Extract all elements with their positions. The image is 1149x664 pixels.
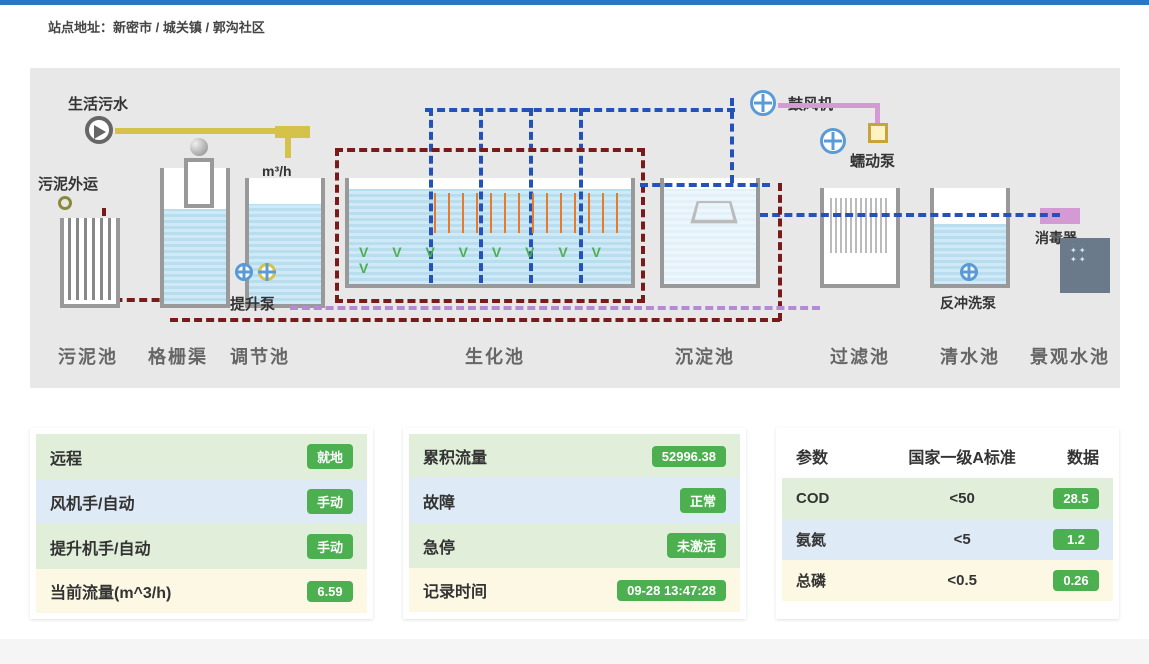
quality-header: 参数 国家一级A标准 数据: [782, 434, 1113, 478]
backwash-label: 反冲洗泵: [940, 293, 996, 313]
lift-pump-label: 提升泵: [230, 293, 275, 314]
row-value: 手动: [307, 489, 353, 514]
label-tank-0: 污泥池: [58, 343, 118, 369]
fan-top-1: [750, 90, 776, 116]
label-tank-5: 过滤池: [830, 343, 890, 369]
row-estop: 急停 未激活: [409, 523, 740, 568]
sewage-inlet-label: 生活污水: [68, 93, 128, 114]
row-label: 故障: [423, 489, 455, 513]
row-label: 风机手/自动: [50, 490, 134, 514]
param: 氨氮: [796, 529, 894, 550]
std: <5: [894, 531, 1031, 548]
peristaltic-pump-icon: [868, 123, 888, 143]
row-cod: COD <50 28.5: [782, 478, 1113, 519]
row-record-time: 记录时间 09-28 13:47:28: [409, 568, 740, 612]
row-value: 就地: [307, 444, 353, 469]
label-tank-1: 格栅渠: [148, 343, 208, 369]
sludge-valve-icon: [55, 193, 75, 213]
h-std: 国家一级A标准: [894, 444, 1031, 468]
label-tank-3: 生化池: [465, 343, 525, 369]
status-panel-2: 累积流量 52996.38 故障 正常 急停 未激活 记录时间 09-28 13…: [403, 428, 746, 619]
tank-screen: [160, 168, 230, 308]
backwash-pump-icon: [960, 263, 978, 281]
tank-sediment: [660, 178, 760, 288]
row-tp: 总磷 <0.5 0.26: [782, 560, 1113, 601]
h-data: 数据: [1031, 444, 1099, 468]
tank-regulation: [245, 178, 325, 308]
val: 28.5: [1053, 488, 1099, 509]
tank-bio: V V V V V V V V V: [345, 178, 635, 288]
row-value: 正常: [680, 488, 726, 513]
row-lift-mode: 提升机手/自动 手动: [36, 524, 367, 569]
label-tank-2: 调节池: [230, 343, 290, 369]
row-label: 急停: [423, 534, 455, 558]
row-value: 手动: [307, 534, 353, 559]
tank-landscape: ✦ ✦✦ ✦: [1060, 238, 1110, 293]
inlet-pump-icon: [85, 116, 113, 144]
val: 1.2: [1053, 529, 1099, 550]
std: <50: [894, 490, 1031, 507]
process-diagram: 生活污水 污泥外运: [30, 68, 1120, 388]
row-label: 当前流量(m^3/h): [50, 579, 171, 603]
fan-small-1: [235, 263, 253, 281]
peristaltic-label: 蠕动泵: [850, 150, 895, 171]
breadcrumb-prefix: 站点地址：: [48, 20, 113, 35]
row-value: 未激活: [667, 533, 726, 558]
breadcrumb-p1: 新密市: [113, 20, 152, 35]
row-label: 记录时间: [423, 578, 487, 602]
tank-filter: [820, 188, 900, 288]
tank-sludge: [60, 218, 120, 308]
site-breadcrumb: 站点地址：新密市 / 城关镇 / 郭沟社区: [0, 5, 1149, 48]
label-tank-4: 沉淀池: [675, 343, 735, 369]
label-tank-7: 景观水池: [1030, 343, 1110, 369]
m3h-label: m³/h: [262, 163, 292, 179]
row-value: 09-28 13:47:28: [617, 580, 726, 601]
row-label: 远程: [50, 445, 82, 469]
fan-small-2: [258, 263, 276, 281]
row-total-flow: 累积流量 52996.38: [409, 434, 740, 478]
float-ball-icon: [190, 138, 208, 156]
row-value: 6.59: [307, 581, 353, 602]
status-panel-1: 远程 就地 风机手/自动 手动 提升机手/自动 手动 当前流量(m^3/h) 6…: [30, 428, 373, 619]
fan-top-2: [820, 128, 846, 154]
row-value: 52996.38: [652, 446, 726, 467]
row-label: 累积流量: [423, 444, 487, 468]
breadcrumb-p3: 郭沟社区: [213, 20, 265, 35]
row-fault: 故障 正常: [409, 478, 740, 523]
breadcrumb-p2: 城关镇: [163, 20, 202, 35]
row-nh3n: 氨氮 <5 1.2: [782, 519, 1113, 560]
row-label: 提升机手/自动: [50, 535, 150, 559]
row-current-flow: 当前流量(m^3/h) 6.59: [36, 569, 367, 613]
label-tank-6: 清水池: [940, 343, 1000, 369]
row-fan-mode: 风机手/自动 手动: [36, 479, 367, 524]
row-remote: 远程 就地: [36, 434, 367, 479]
pipe-yellow-1: [115, 128, 290, 134]
std: <0.5: [894, 572, 1031, 589]
param: COD: [796, 490, 894, 507]
quality-panel: 参数 国家一级A标准 数据 COD <50 28.5 氨氮 <5 1.2 总磷 …: [776, 428, 1119, 619]
yellow-valve: [275, 126, 310, 138]
h-param: 参数: [796, 444, 894, 468]
sludge-out-label: 污泥外运: [38, 173, 98, 194]
val: 0.26: [1053, 570, 1099, 591]
param: 总磷: [796, 570, 894, 591]
